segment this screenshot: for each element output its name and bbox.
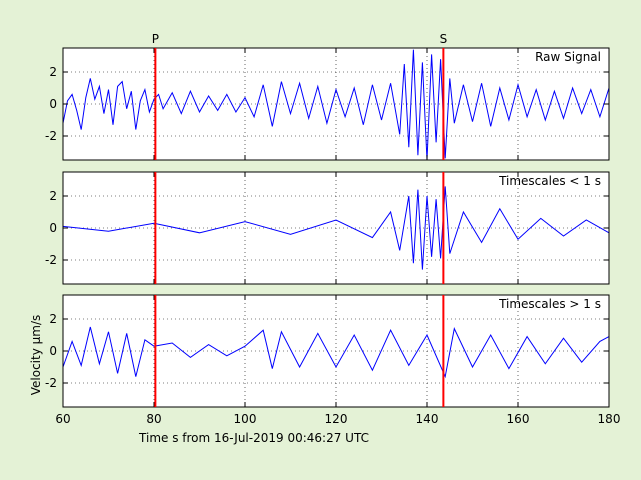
x-tick-label: 160 — [507, 412, 530, 426]
y-tick-label: 2 — [49, 189, 57, 203]
x-tick-label: 80 — [146, 412, 161, 426]
panel-3: -2 0 2 Timescales > 1 s — [45, 294, 610, 408]
y-tick-label: -2 — [45, 376, 57, 390]
y-tick-label: 2 — [49, 65, 57, 79]
y-axis-label: Velocity μm/s — [29, 315, 43, 396]
x-tick-label: 180 — [598, 412, 621, 426]
x-tick-label: 140 — [416, 412, 439, 426]
y-tick-label: 0 — [49, 97, 57, 111]
x-axis-label: Time s from 16-Jul-2019 00:46:27 UTC — [138, 431, 369, 445]
y-tick-label: 0 — [49, 344, 57, 358]
y-tick-label: 2 — [49, 312, 57, 326]
signal-trace — [62, 186, 610, 270]
panel-1: -2 0 2 Raw Signal — [45, 47, 610, 161]
panel-2: -2 0 2 Timescales < 1 s — [45, 171, 610, 285]
x-axis: 60 80 100 120 140 160 180 — [55, 412, 620, 426]
panel-title: Raw Signal — [535, 50, 601, 64]
y-tick-label: 0 — [49, 221, 57, 235]
x-tick-label: 60 — [55, 412, 70, 426]
phase-marker-label: S — [440, 32, 448, 46]
x-tick-label: 120 — [325, 412, 348, 426]
y-tick-label: -2 — [45, 129, 57, 143]
panels-layer: -2 0 2 Raw Signal -2 0 2 Timescales < 1 s -2 0 2 Ti… — [45, 47, 610, 408]
phase-marker-label: P — [152, 32, 159, 46]
panel-title: Timescales > 1 s — [498, 297, 601, 311]
panel-title: Timescales < 1 s — [498, 174, 601, 188]
signal-trace — [62, 326, 610, 379]
signal-trace — [62, 49, 610, 161]
x-tick-label: 100 — [234, 412, 257, 426]
y-tick-label: -2 — [45, 253, 57, 267]
